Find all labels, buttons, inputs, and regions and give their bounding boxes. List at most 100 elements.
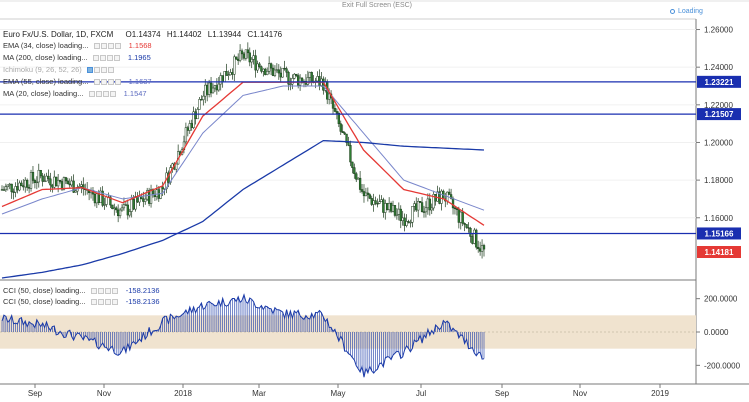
eye-icon [90, 287, 97, 294]
gear-icon [100, 42, 107, 49]
gear-icon [93, 66, 100, 73]
legend-ichimoku[interactable]: Ichimoku (9, 26, 52, 26) [3, 65, 118, 75]
candle-body [22, 185, 25, 188]
legend-ma200[interactable]: MA (200, close) loading... 1.1965 [3, 53, 151, 63]
candle-body [122, 204, 126, 209]
legend-cci-1-controls[interactable] [90, 287, 119, 296]
candle-body [424, 207, 428, 213]
candle-body [366, 192, 370, 195]
candle-body [190, 123, 193, 128]
cci-tick-label: 0.0000 [704, 328, 729, 337]
candle-body [343, 132, 346, 135]
legend-ema34[interactable]: EMA (34, close) loading... 1.1568 [3, 41, 152, 51]
exit-fullscreen-button[interactable]: Exit Full Screen (ESC) [342, 2, 413, 9]
candle-body [417, 201, 420, 211]
time-tick-label: Sep [495, 389, 510, 398]
candle-body [405, 221, 408, 226]
candle-body [175, 163, 178, 170]
legend-ma200-controls[interactable] [92, 54, 121, 63]
legend-ema34-value: 1.1568 [128, 41, 152, 50]
candle-body [448, 191, 451, 195]
legend-cci-2-controls[interactable] [90, 298, 119, 307]
candle-body [6, 184, 9, 187]
legend-ma200-value: 1.1965 [127, 53, 151, 62]
legend-ma200-label: MA (200, close) loading... [3, 53, 88, 62]
candle-body [409, 221, 412, 224]
candle-body [449, 194, 453, 199]
eye-icon [90, 298, 97, 305]
legend-cci-1[interactable]: CCI (50, close) loading... -158.2136 [3, 286, 160, 296]
candle-body [105, 196, 108, 205]
candle-body [415, 203, 418, 211]
candle-body [248, 52, 251, 63]
legend-ma20-label: MA (20, close) loading... [3, 89, 84, 98]
candle-body [235, 56, 238, 60]
candle-body [39, 169, 42, 177]
candle-body [41, 175, 44, 182]
candle-body [184, 127, 188, 143]
candle-body [144, 198, 147, 202]
cci-line [1, 293, 485, 378]
legend-ema34-controls[interactable] [93, 42, 122, 51]
gear-icon [97, 298, 104, 305]
candle-body [372, 200, 375, 205]
candle-body [254, 55, 257, 71]
candle-body [2, 189, 6, 191]
candle-body [341, 131, 344, 133]
candle-body [246, 49, 249, 54]
close-value: C1.14176 [247, 30, 283, 39]
candle-body [362, 191, 366, 197]
candle-body [262, 68, 265, 72]
candle-body [403, 217, 406, 226]
candle-body [430, 207, 433, 211]
price-badge [697, 227, 741, 240]
candle-body [111, 204, 114, 210]
more-icon [113, 54, 120, 61]
legend-ichimoku-controls[interactable] [86, 66, 115, 75]
candle-body [368, 194, 371, 199]
candle-body [14, 186, 17, 193]
symbol-title[interactable]: Euro Fx/U.S. Dollar, 1D, FXCM [3, 30, 114, 39]
candle-body [244, 49, 248, 59]
legend-cci-1-label: CCI (50, close) loading... [3, 286, 86, 295]
candle-body [128, 211, 131, 216]
candle-body [62, 177, 66, 190]
legend-ema55-controls[interactable] [93, 78, 122, 87]
price-badge [697, 108, 741, 121]
legend-cci-2[interactable]: CCI (50, close) loading... -158.2136 [3, 297, 160, 307]
candle-body [64, 177, 68, 182]
candle-body [68, 183, 71, 186]
candle-body [269, 63, 273, 69]
candle-body [209, 82, 213, 94]
candle-body [223, 71, 226, 83]
close-icon [100, 66, 107, 73]
candle-body [215, 85, 219, 91]
candle-body [124, 204, 128, 206]
legend-ema55[interactable]: EMA (55, close) loading... 1.1637 [3, 77, 152, 87]
candle-body [227, 74, 230, 76]
candle-body [130, 199, 133, 212]
candle-body [120, 207, 124, 211]
candle-body [35, 181, 38, 184]
candle-body [440, 190, 443, 204]
candle-body [378, 201, 381, 204]
candle-body [358, 177, 362, 190]
candle-body [240, 50, 244, 55]
candle-body [393, 205, 397, 216]
candle-body [426, 198, 430, 209]
legend-ma20-controls[interactable] [88, 90, 117, 99]
close-icon [107, 78, 114, 85]
candle-body [277, 69, 280, 74]
price-badge-label: 1.15166 [705, 229, 734, 238]
legend-ma20[interactable]: MA (20, close) loading... 1.1547 [3, 89, 147, 99]
candle-body [451, 198, 455, 209]
candle-body [353, 167, 356, 174]
candle-body [453, 207, 457, 209]
candle-body [360, 189, 364, 192]
candle-body [285, 68, 288, 73]
candle-body [26, 179, 29, 188]
gear-icon [99, 54, 106, 61]
candle-body [66, 180, 69, 185]
